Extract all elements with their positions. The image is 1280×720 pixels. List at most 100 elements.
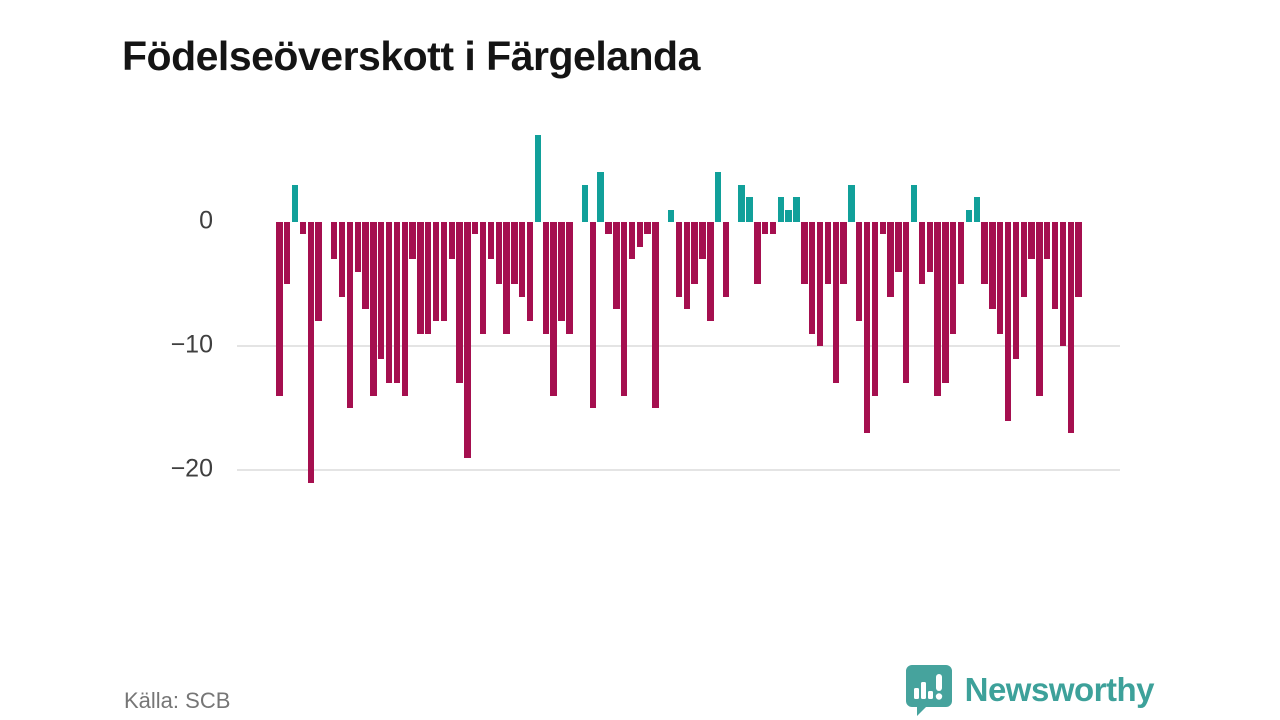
bar-2004-Q3 xyxy=(417,222,424,334)
gridline xyxy=(237,469,1120,472)
bar-2008-Q3 xyxy=(542,222,549,334)
bar-2012-Q4 xyxy=(675,222,683,297)
bar-2001-Q2 xyxy=(315,222,322,322)
bar-2012-Q3 xyxy=(667,209,675,222)
bar-2024-Q2 xyxy=(1036,222,1043,396)
chart-title: Födelseöverskott i Färgelanda xyxy=(122,33,700,80)
bar-2009-Q4 xyxy=(581,184,589,222)
bar-2010-Q3 xyxy=(605,222,612,235)
bar-2018-Q3 xyxy=(856,222,863,322)
bar-2025-Q3 xyxy=(1075,222,1082,297)
bar-2008-Q1 xyxy=(526,222,534,322)
y-axis-tick-label: −10 xyxy=(170,330,213,359)
bar-2002-Q2 xyxy=(346,222,354,409)
bar-2022-Q4 xyxy=(989,222,996,309)
bar-2021-Q2 xyxy=(942,222,949,384)
bar-2023-Q3 xyxy=(1012,222,1020,359)
bar-2006-Q2 xyxy=(472,222,479,235)
bar-2000-Q4 xyxy=(299,222,307,235)
bar-2003-Q2 xyxy=(378,222,385,359)
bar-2001-Q1 xyxy=(307,222,314,483)
bar-2006-Q3 xyxy=(479,222,487,334)
bar-2014-Q4 xyxy=(738,184,745,222)
newsworthy-speech-bubble-chart-icon xyxy=(905,664,953,716)
bar-2019-Q4 xyxy=(895,222,902,272)
gridline xyxy=(237,345,1120,348)
bar-2018-Q4 xyxy=(863,222,871,434)
bar-2001-Q4 xyxy=(331,222,338,260)
bar-2015-Q1 xyxy=(746,197,753,222)
bar-2003-Q3 xyxy=(385,222,393,384)
bar-2007-Q4 xyxy=(519,222,526,297)
bar-2021-Q3 xyxy=(950,222,957,334)
bar-2016-Q4 xyxy=(801,222,808,285)
bar-2020-Q4 xyxy=(926,222,933,272)
bar-2023-Q1 xyxy=(997,222,1004,334)
bar-2002-Q4 xyxy=(362,222,369,309)
bar-2017-Q2 xyxy=(816,222,824,347)
bar-2007-Q3 xyxy=(511,222,518,285)
bar-2025-Q2 xyxy=(1067,222,1074,434)
bar-2011-Q4 xyxy=(644,222,651,235)
bar-2011-Q1 xyxy=(620,222,628,396)
bar-2016-Q1 xyxy=(777,197,785,222)
bar-2016-Q3 xyxy=(793,197,800,222)
bar-2004-Q1 xyxy=(401,222,408,396)
bar-2000-Q2 xyxy=(284,222,291,285)
bar-2020-Q2 xyxy=(910,184,918,222)
bar-2011-Q3 xyxy=(636,222,644,247)
bar-2005-Q1 xyxy=(432,222,440,322)
bar-2023-Q4 xyxy=(1020,222,1027,297)
bar-2009-Q2 xyxy=(566,222,573,334)
bar-2018-Q1 xyxy=(840,222,847,285)
bar-2019-Q2 xyxy=(879,222,886,235)
bar-2015-Q2 xyxy=(754,222,761,285)
bar-2008-Q2 xyxy=(534,135,542,222)
bar-2024-Q4 xyxy=(1051,222,1059,309)
bar-2010-Q2 xyxy=(597,172,604,222)
bar-2013-Q3 xyxy=(699,222,706,260)
bar-2005-Q3 xyxy=(448,222,455,260)
bar-2010-Q1 xyxy=(589,222,596,409)
bar-2016-Q2 xyxy=(785,209,792,222)
y-axis-tick-label: −20 xyxy=(170,454,213,483)
bar-2024-Q1 xyxy=(1028,222,1035,260)
bar-2002-Q1 xyxy=(338,222,346,297)
bar-2019-Q3 xyxy=(887,222,894,297)
bar-2006-Q4 xyxy=(487,222,495,260)
bar-2014-Q2 xyxy=(722,222,730,297)
source-caption: Källa: SCB xyxy=(124,688,231,713)
bar-2021-Q1 xyxy=(934,222,941,396)
bar-2017-Q4 xyxy=(832,222,839,384)
bar-2018-Q2 xyxy=(848,184,855,222)
bar-2022-Q2 xyxy=(973,197,980,222)
bar-2021-Q4 xyxy=(957,222,965,285)
bar-2013-Q2 xyxy=(691,222,698,285)
newsworthy-logo: Newsworthy xyxy=(905,664,1155,716)
bar-2014-Q1 xyxy=(714,172,722,222)
bar-2024-Q3 xyxy=(1044,222,1051,260)
bar-2019-Q1 xyxy=(871,222,879,396)
bar-2000-Q1 xyxy=(276,222,283,396)
y-axis-tick-label: 0 xyxy=(199,206,213,235)
bar-2002-Q3 xyxy=(354,222,361,272)
bar-2004-Q4 xyxy=(425,222,432,334)
bar-2023-Q2 xyxy=(1004,222,1012,421)
bar-2013-Q1 xyxy=(683,222,691,309)
bar-2007-Q2 xyxy=(503,222,510,334)
bar-2003-Q1 xyxy=(370,222,377,396)
bar-2025-Q1 xyxy=(1059,222,1067,347)
bar-2010-Q4 xyxy=(613,222,620,309)
bar-2005-Q4 xyxy=(456,222,463,384)
bar-2022-Q1 xyxy=(965,209,973,222)
bar-2007-Q1 xyxy=(495,222,502,285)
bar-2009-Q1 xyxy=(558,222,565,322)
bar-2013-Q4 xyxy=(707,222,714,322)
bar-2022-Q3 xyxy=(981,222,988,285)
bar-2020-Q1 xyxy=(903,222,910,384)
bar-2017-Q1 xyxy=(808,222,816,334)
bar-2006-Q1 xyxy=(464,222,471,458)
bar-2005-Q2 xyxy=(440,222,448,322)
bar-2004-Q2 xyxy=(409,222,416,260)
